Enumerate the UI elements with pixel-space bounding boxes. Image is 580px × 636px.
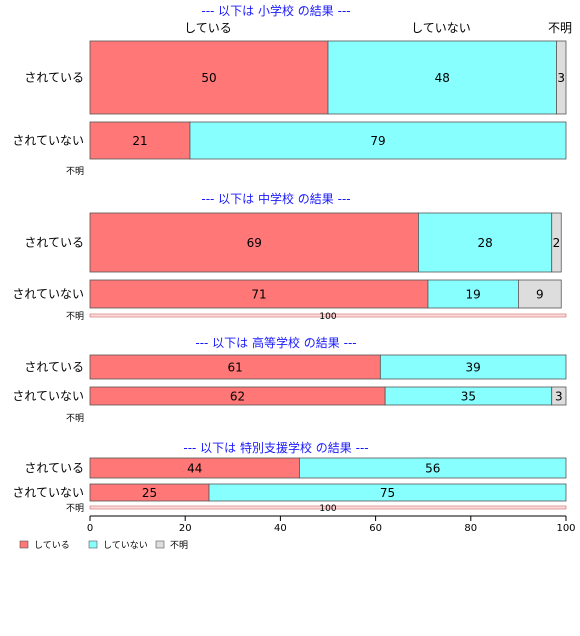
x-tick-label-4: 80 [464, 523, 477, 534]
data-label-1-0-0: 69 [247, 236, 262, 250]
row-label-1-1: されていない [12, 287, 84, 301]
data-label-2-0-0: 61 [228, 361, 243, 375]
bar-segment-2-1-2 [551, 386, 567, 406]
row-label-2-0: されている [24, 360, 84, 374]
data-label-3-0-1: 56 [425, 462, 440, 476]
x-tick-label-3: 60 [369, 523, 382, 534]
data-label-2-1-2: 3 [555, 390, 563, 404]
unknown-label-1: 不明 [66, 311, 84, 322]
column-header-0: している [184, 21, 232, 35]
bar-segment-1-1-2 [518, 279, 562, 309]
data-label-3-0-0: 44 [187, 462, 202, 476]
panel-title-2: --- 以下は 高等学校 の結果 --- [195, 335, 356, 350]
bar-segment-0-1-1 [189, 121, 567, 160]
data-label-0-0-2: 3 [557, 71, 565, 85]
bar-segment-1-0-0 [89, 212, 419, 273]
unknown-bar-1 [89, 313, 567, 318]
unknown-label-3: 不明 [66, 503, 84, 514]
unknown-bar-3 [89, 505, 567, 510]
row-label-0-1: されていない [12, 134, 84, 148]
data-label-0-0-1: 48 [435, 71, 450, 85]
bar-segment-1-0-1 [418, 212, 553, 273]
legend-label-1: していない [103, 540, 148, 551]
column-header-2: 不明 [548, 21, 572, 35]
x-tick-label-2: 40 [274, 523, 287, 534]
row-label-2-1: されていない [12, 389, 84, 403]
bar-segment-0-0-2 [556, 40, 567, 115]
legend-swatch-2 [155, 540, 165, 549]
legend-label-0: している [34, 540, 70, 551]
bar-segment-1-1-0 [89, 279, 429, 309]
data-label-1-1-0: 71 [251, 288, 266, 302]
data-label-1-0-1: 28 [477, 236, 492, 250]
unknown-label-2: 不明 [66, 413, 84, 424]
bar-segment-0-0-1 [327, 40, 557, 115]
unknown-value-3: 100 [319, 504, 336, 514]
data-label-1-0-2: 2 [553, 236, 561, 250]
legend-label-2: 不明 [170, 540, 188, 551]
data-label-1-1-1: 19 [466, 288, 481, 302]
row-label-3-1: されていない [12, 486, 84, 500]
row-label-3-0: されている [24, 461, 84, 475]
bar-segment-3-1-1 [208, 483, 567, 502]
bar-segment-1-1-1 [427, 279, 519, 309]
data-label-0-1-0: 21 [132, 134, 147, 148]
panel-title-3: --- 以下は 特別支援学校 の結果 --- [183, 440, 368, 455]
x-tick-label-1: 20 [179, 523, 192, 534]
x-tick-label-0: 0 [87, 523, 93, 534]
legend-swatch-0 [19, 540, 29, 549]
data-label-3-1-1: 75 [380, 486, 395, 500]
bar-segment-3-0-1 [299, 457, 567, 479]
data-label-1-1-2: 9 [536, 288, 544, 302]
data-label-2-0-1: 39 [466, 361, 481, 375]
legend-swatch-1 [88, 540, 98, 549]
unknown-label-0: 不明 [66, 166, 84, 177]
row-label-1-0: されている [24, 236, 84, 250]
data-label-2-1-0: 62 [230, 390, 245, 404]
bar-segment-2-0-1 [379, 354, 567, 380]
panel-title-0: --- 以下は 小学校 の結果 --- [201, 3, 350, 18]
panel-title-1: --- 以下は 中学校 の結果 --- [201, 191, 350, 206]
data-label-3-1-0: 25 [142, 486, 157, 500]
bar-segment-0-0-0 [89, 40, 329, 115]
x-tick-label-5: 100 [556, 523, 575, 534]
data-label-2-1-1: 35 [461, 390, 476, 404]
data-label-0-0-0: 50 [201, 71, 216, 85]
bar-segment-1-0-2 [551, 212, 562, 273]
row-label-0-0: されている [24, 71, 84, 85]
data-label-0-1-1: 79 [370, 134, 385, 148]
column-header-1: していない [411, 21, 471, 35]
unknown-value-1: 100 [319, 312, 336, 322]
